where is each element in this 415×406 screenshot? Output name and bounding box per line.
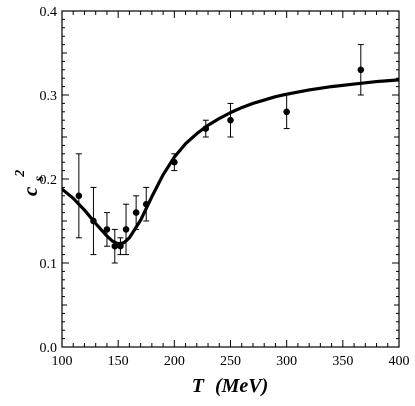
y-axis-label-sub: s (32, 175, 47, 182)
y-tick-label: 0.3 (40, 89, 58, 104)
data-point (142, 200, 150, 208)
data-point (283, 108, 290, 116)
model-curve (62, 78, 399, 246)
data-point (357, 66, 365, 74)
x-tick-label: 400 (389, 354, 410, 369)
data-point (103, 226, 111, 233)
data-point (132, 209, 140, 216)
y-axis-label-main: c (18, 186, 42, 196)
x-axis-label: T (MeV) (192, 375, 269, 397)
tick-labels: 100 150 200 250 300 350 400 0.0 0.1 0.2 0.3 0.4 (40, 5, 410, 369)
x-axis-label-main: T (192, 375, 205, 397)
y-tick-label: 0.4 (40, 5, 58, 20)
x-tick-label: 100 (52, 354, 73, 369)
x-axis-label-unit: (MeV) (215, 375, 268, 397)
x-tick-label: 350 (332, 354, 353, 369)
data-point (90, 217, 97, 225)
data-point (122, 226, 130, 233)
curve-layer (62, 78, 399, 246)
data-point (227, 116, 234, 124)
x-tick-label: 250 (220, 354, 241, 369)
y-axis-label-sup: 2 (13, 170, 28, 178)
data-point (117, 242, 124, 250)
data-point (202, 125, 210, 132)
y-tick-label: 0.1 (40, 257, 58, 272)
x-tick-label: 150 (108, 354, 129, 369)
y-tick-label: 0.0 (40, 341, 58, 356)
y-axis-label: c s 2 (13, 170, 48, 196)
plot-frame (61, 10, 400, 348)
points-layer (75, 44, 365, 264)
ticks (61, 10, 400, 348)
data-point (111, 242, 119, 250)
x-tick-label: 300 (276, 354, 297, 369)
y-tick-label: 0.2 (40, 173, 58, 188)
data-point (75, 192, 83, 200)
x-tick-label: 200 (164, 354, 185, 369)
data-point (171, 158, 178, 166)
